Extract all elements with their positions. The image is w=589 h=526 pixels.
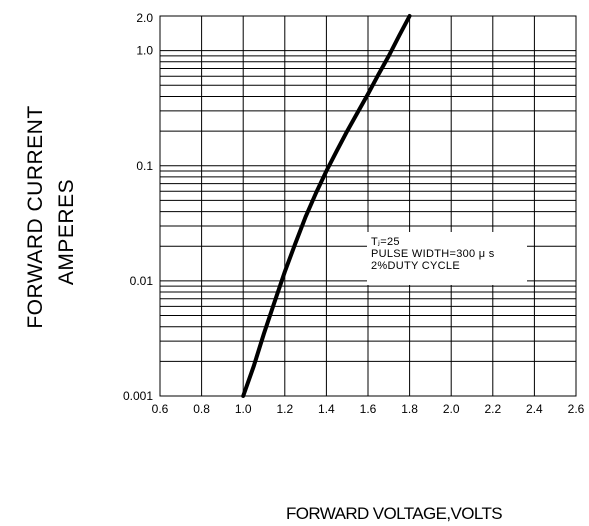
forward-current-curve <box>241 14 412 398</box>
x-axis-label: FORWARD VOLTAGE,VOLTS <box>286 504 502 523</box>
x-tick-label: 1.0 <box>235 402 252 416</box>
x-tick-label: 2.0 <box>443 402 460 416</box>
x-tick-label: 1.6 <box>360 402 377 416</box>
plot-frame <box>159 15 577 397</box>
x-tick-label: 1.8 <box>401 402 418 416</box>
x-tick-label: 0.8 <box>193 402 210 416</box>
y-axis-label-line-2: AMPERES <box>55 179 78 285</box>
x-tick-label: 1.2 <box>276 402 293 416</box>
y-tick-labels: 2.0 1.0 0.1 0.01 0.001 <box>123 11 153 403</box>
x-tick-label: 0.6 <box>152 402 169 416</box>
y-tick-label: 0.1 <box>136 159 153 173</box>
y-tick-label: 1.0 <box>136 44 153 58</box>
annotation-line: Tⱼ=25 <box>371 236 400 248</box>
x-tick-labels: 0.6 0.8 1.0 1.2 1.4 1.6 1.8 2.0 2.2 2.4 2.6 <box>152 402 585 416</box>
grid-lines <box>159 15 577 397</box>
series-layer <box>241 14 412 398</box>
annotation-line: 2%DUTY CYCLE <box>371 260 460 272</box>
y-tick-label: 0.001 <box>123 389 153 403</box>
x-tick-label: 2.4 <box>526 402 543 416</box>
y-tick-label: 0.01 <box>130 274 154 288</box>
y-axis-label-line-1: FORWARD CURRENT <box>24 105 47 328</box>
annotation-box <box>367 232 527 285</box>
x-tick-label: 1.4 <box>318 402 335 416</box>
x-tick-label: 2.6 <box>568 402 585 416</box>
y-tick-label: 2.0 <box>136 11 153 25</box>
x-tick-label: 2.2 <box>484 402 501 416</box>
annotation-line: PULSE WIDTH=300 μ s <box>371 248 495 260</box>
